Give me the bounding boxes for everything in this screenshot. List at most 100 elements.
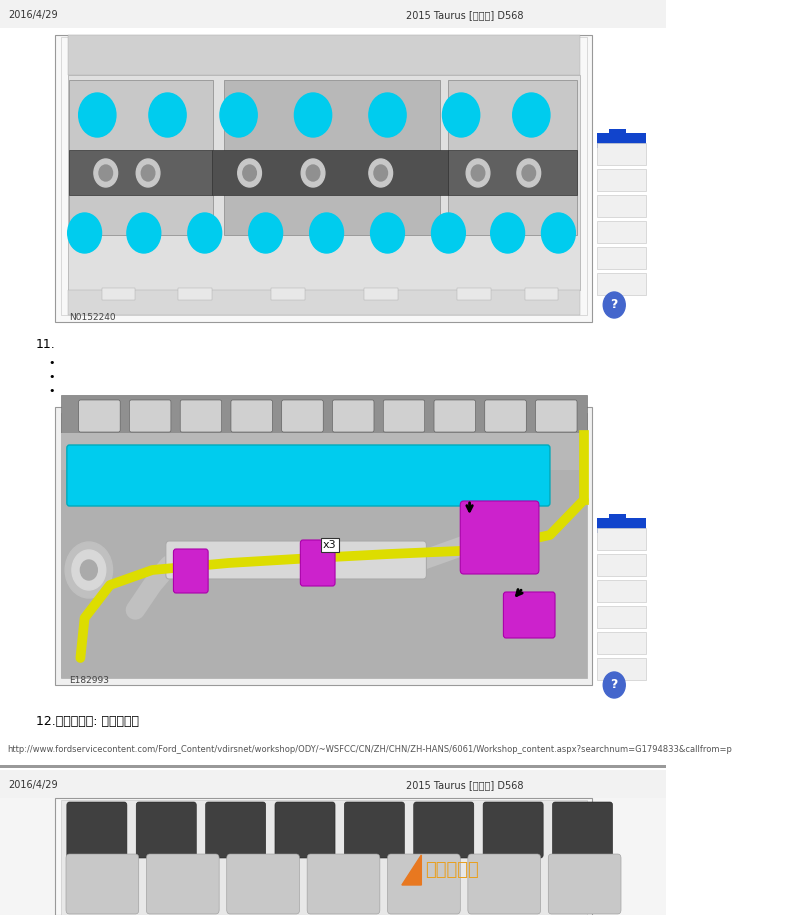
- Bar: [597, 273, 646, 295]
- Circle shape: [65, 542, 113, 598]
- Bar: [68, 75, 579, 290]
- Text: 12.　通用设备: 管夹拆装器: 12. 通用设备: 管夹拆装器: [35, 715, 139, 728]
- Circle shape: [79, 93, 116, 137]
- Bar: [61, 395, 587, 433]
- Circle shape: [68, 213, 102, 253]
- Bar: [0, 0, 666, 28]
- Bar: [178, 288, 212, 300]
- Circle shape: [142, 165, 155, 181]
- FancyBboxPatch shape: [332, 400, 374, 432]
- FancyBboxPatch shape: [301, 540, 335, 586]
- Bar: [69, 80, 213, 235]
- FancyBboxPatch shape: [231, 400, 272, 432]
- Text: •: •: [48, 386, 55, 396]
- Text: 2015 Taurus [金牛座] D568: 2015 Taurus [金牛座] D568: [406, 10, 523, 20]
- FancyBboxPatch shape: [146, 854, 219, 914]
- Bar: [597, 247, 646, 269]
- FancyBboxPatch shape: [483, 802, 543, 858]
- Circle shape: [604, 672, 625, 698]
- Circle shape: [442, 93, 480, 137]
- Circle shape: [243, 165, 257, 181]
- Bar: [597, 195, 646, 217]
- Circle shape: [94, 159, 117, 187]
- Text: http://www.fordservicecontent.com/Ford_Content/vdirsnet/workshop/ODY/~WSFCC/CN/Z: http://www.fordservicecontent.com/Ford_C…: [7, 745, 732, 754]
- FancyBboxPatch shape: [549, 854, 621, 914]
- Text: x3: x3: [323, 540, 337, 550]
- Circle shape: [471, 165, 485, 181]
- Bar: [449, 80, 577, 235]
- Bar: [364, 288, 397, 300]
- Circle shape: [80, 560, 98, 580]
- Circle shape: [522, 165, 536, 181]
- Circle shape: [301, 159, 325, 187]
- FancyBboxPatch shape: [166, 541, 427, 579]
- Bar: [597, 632, 646, 654]
- Bar: [609, 129, 626, 137]
- Bar: [55, 35, 593, 322]
- Bar: [597, 133, 646, 148]
- Bar: [271, 288, 305, 300]
- FancyBboxPatch shape: [504, 592, 555, 638]
- Bar: [597, 518, 646, 533]
- Circle shape: [99, 165, 113, 181]
- Circle shape: [491, 213, 525, 253]
- Circle shape: [371, 213, 405, 253]
- Circle shape: [220, 93, 257, 137]
- FancyBboxPatch shape: [67, 802, 127, 858]
- FancyBboxPatch shape: [307, 854, 380, 914]
- FancyBboxPatch shape: [460, 501, 539, 574]
- Bar: [597, 606, 646, 628]
- FancyBboxPatch shape: [173, 549, 208, 593]
- FancyBboxPatch shape: [552, 802, 612, 858]
- Bar: [0, 770, 666, 798]
- FancyBboxPatch shape: [129, 400, 171, 432]
- FancyBboxPatch shape: [79, 400, 120, 432]
- Bar: [69, 150, 212, 195]
- Bar: [597, 658, 646, 680]
- Circle shape: [238, 159, 261, 187]
- Bar: [61, 37, 587, 315]
- Bar: [457, 288, 491, 300]
- Bar: [212, 150, 449, 195]
- Circle shape: [309, 213, 343, 253]
- Bar: [525, 288, 559, 300]
- Bar: [449, 150, 577, 195]
- Bar: [61, 433, 587, 678]
- Circle shape: [517, 159, 541, 187]
- FancyBboxPatch shape: [434, 400, 475, 432]
- Bar: [102, 288, 135, 300]
- Bar: [61, 413, 587, 678]
- Circle shape: [369, 159, 393, 187]
- FancyBboxPatch shape: [275, 802, 335, 858]
- Bar: [68, 290, 579, 315]
- Circle shape: [149, 93, 187, 137]
- FancyBboxPatch shape: [387, 854, 460, 914]
- FancyBboxPatch shape: [205, 802, 266, 858]
- Bar: [597, 580, 646, 602]
- Circle shape: [294, 93, 331, 137]
- Text: E182993: E182993: [69, 676, 109, 685]
- Polygon shape: [402, 855, 421, 885]
- Circle shape: [136, 159, 160, 187]
- FancyBboxPatch shape: [136, 802, 196, 858]
- Bar: [68, 35, 579, 75]
- Text: N0152240: N0152240: [69, 313, 116, 322]
- Bar: [0, 765, 666, 768]
- FancyBboxPatch shape: [485, 400, 527, 432]
- Bar: [61, 800, 587, 915]
- Circle shape: [369, 93, 406, 137]
- Text: 2016/4/29: 2016/4/29: [9, 10, 58, 20]
- Bar: [55, 798, 593, 915]
- Bar: [597, 221, 646, 243]
- Bar: [597, 143, 646, 165]
- Circle shape: [541, 213, 575, 253]
- FancyBboxPatch shape: [180, 400, 222, 432]
- FancyBboxPatch shape: [383, 400, 425, 432]
- Circle shape: [604, 292, 625, 318]
- Text: •: •: [48, 372, 55, 382]
- Text: 11.: 11.: [35, 338, 55, 351]
- Text: 全汽修帮手: 全汽修帮手: [425, 861, 478, 879]
- Bar: [61, 433, 587, 470]
- Bar: [224, 80, 440, 235]
- Text: ?: ?: [611, 298, 618, 311]
